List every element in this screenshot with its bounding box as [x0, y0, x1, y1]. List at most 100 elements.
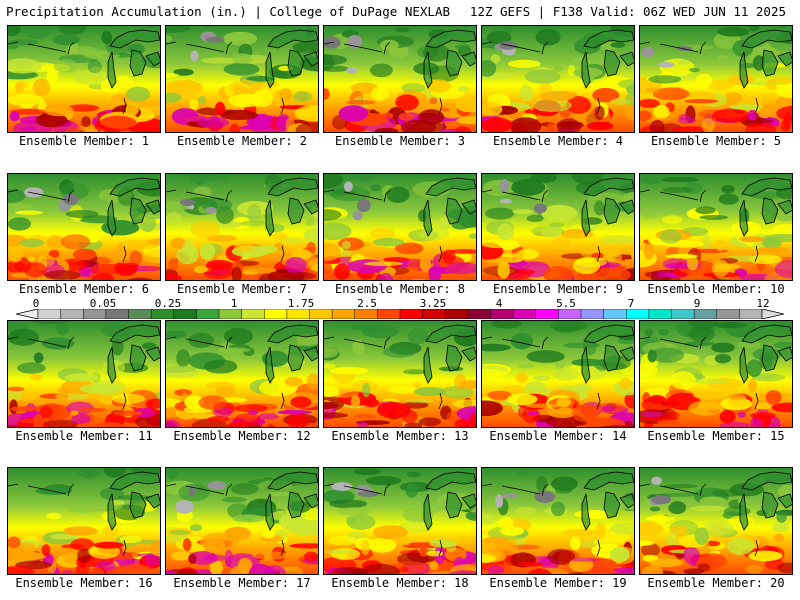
state-boundaries — [8, 483, 127, 557]
precipitation-field — [482, 468, 634, 574]
colorbar-swatch — [580, 309, 605, 319]
colorbar-min-arrow — [16, 309, 39, 319]
precipitation-field — [8, 321, 160, 427]
colorbar-tick-label: 7 — [627, 297, 635, 310]
ensemble-member-map — [7, 173, 161, 281]
great-lakes-outline — [265, 324, 318, 384]
state-boundaries — [8, 336, 127, 410]
state-boundaries — [482, 189, 601, 263]
state-boundaries — [166, 41, 285, 115]
precipitation-field — [166, 468, 318, 574]
great-lakes-outline — [739, 29, 792, 89]
colorbar-swatch — [399, 309, 424, 319]
colorbar-swatch — [626, 309, 650, 319]
ensemble-member-map — [165, 467, 319, 575]
ensemble-member-map — [639, 173, 793, 281]
precipitation-field — [166, 26, 318, 132]
ensemble-member-label: Ensemble Member: 15 — [647, 429, 785, 443]
colorbar-tick-label: 5.5 — [556, 297, 576, 310]
colorbar-swatch — [603, 309, 627, 319]
colorbar-swatch — [467, 309, 492, 319]
colorbar-swatch — [309, 309, 333, 319]
great-lakes-outline — [739, 471, 792, 531]
colorbar-tick-label: 1 — [230, 297, 238, 310]
state-boundaries — [166, 483, 285, 557]
state-boundaries — [8, 189, 127, 263]
ensemble-member-map — [639, 25, 793, 133]
great-lakes-outline — [581, 29, 634, 89]
state-boundaries — [324, 189, 443, 263]
ensemble-member-map — [323, 173, 477, 281]
colorbar-tick-label: 0 — [32, 297, 40, 310]
state-boundaries — [324, 483, 443, 557]
map-title: Precipitation Accumulation (in.) | Colle… — [6, 4, 451, 19]
state-boundaries — [482, 483, 601, 557]
ensemble-member-map — [481, 467, 635, 575]
ensemble-member-label: Ensemble Member: 20 — [647, 576, 785, 590]
great-lakes-outline — [107, 29, 160, 89]
colorbar-tick-label: 12 — [756, 297, 770, 310]
colorbar-swatch — [558, 309, 582, 319]
ensemble-member-label: Ensemble Member: 14 — [489, 429, 627, 443]
colorbar-tick-label: 4 — [495, 297, 503, 310]
state-boundaries — [640, 483, 759, 557]
great-lakes-outline — [107, 471, 160, 531]
colorbar-swatch — [83, 309, 107, 319]
ensemble-member-map — [481, 173, 635, 281]
ensemble-member-label: Ensemble Member: 18 — [331, 576, 469, 590]
great-lakes-outline — [581, 324, 634, 384]
precipitation-colorbar — [16, 309, 784, 319]
ensemble-member-label: Ensemble Member: 19 — [489, 576, 627, 590]
colorbar-swatch — [445, 309, 469, 319]
state-boundaries — [640, 189, 759, 263]
colorbar-swatch — [512, 309, 537, 319]
precipitation-field — [482, 174, 634, 280]
precipitation-field — [324, 174, 476, 280]
state-boundaries — [324, 336, 443, 410]
ensemble-member-label: Ensemble Member: 16 — [15, 576, 153, 590]
colorbar-tick-label: 9 — [693, 297, 701, 310]
great-lakes-outline — [739, 324, 792, 384]
colorbar-swatch — [37, 309, 62, 319]
precipitation-field — [166, 174, 318, 280]
ensemble-member-map — [165, 173, 319, 281]
ensemble-member-label: Ensemble Member: 6 — [18, 282, 150, 296]
state-boundaries — [324, 41, 443, 115]
great-lakes-outline — [581, 471, 634, 531]
ensemble-member-label: Ensemble Member: 5 — [650, 134, 782, 148]
ensemble-member-map — [639, 467, 793, 575]
colorbar-swatch — [377, 309, 401, 319]
ensemble-member-map — [639, 320, 793, 428]
run-valid-time: 12Z GEFS | F138 Valid: 06Z WED JUN 11 20… — [469, 4, 786, 19]
ensemble-member-map — [7, 25, 161, 133]
precipitation-field — [8, 26, 160, 132]
precipitation-field — [640, 468, 792, 574]
great-lakes-outline — [423, 177, 476, 237]
great-lakes-outline — [265, 29, 318, 89]
colorbar-max-arrow — [761, 309, 784, 319]
precipitation-field — [8, 174, 160, 280]
colorbar-swatch — [150, 309, 175, 319]
precipitation-field — [324, 321, 476, 427]
ensemble-member-label: Ensemble Member: 7 — [176, 282, 308, 296]
colorbar-swatch — [331, 309, 356, 319]
colorbar-swatch — [264, 309, 288, 319]
precipitation-field — [8, 468, 160, 574]
colorbar-swatch — [196, 309, 220, 319]
colorbar-swatch — [693, 309, 718, 319]
ensemble-member-map — [7, 320, 161, 428]
state-boundaries — [8, 41, 127, 115]
great-lakes-outline — [423, 29, 476, 89]
colorbar-swatch — [128, 309, 152, 319]
colorbar-tick-label: 3.25 — [419, 297, 447, 310]
colorbar-tick-label: 0.05 — [89, 297, 117, 310]
state-boundaries — [166, 336, 285, 410]
colorbar-swatch — [490, 309, 514, 319]
colorbar-swatch — [173, 309, 197, 319]
state-boundaries — [640, 41, 759, 115]
ensemble-member-map — [323, 320, 477, 428]
colorbar-swatch — [60, 309, 84, 319]
precipitation-field — [324, 468, 476, 574]
ensemble-member-label: Ensemble Member: 11 — [15, 429, 153, 443]
great-lakes-outline — [265, 471, 318, 531]
